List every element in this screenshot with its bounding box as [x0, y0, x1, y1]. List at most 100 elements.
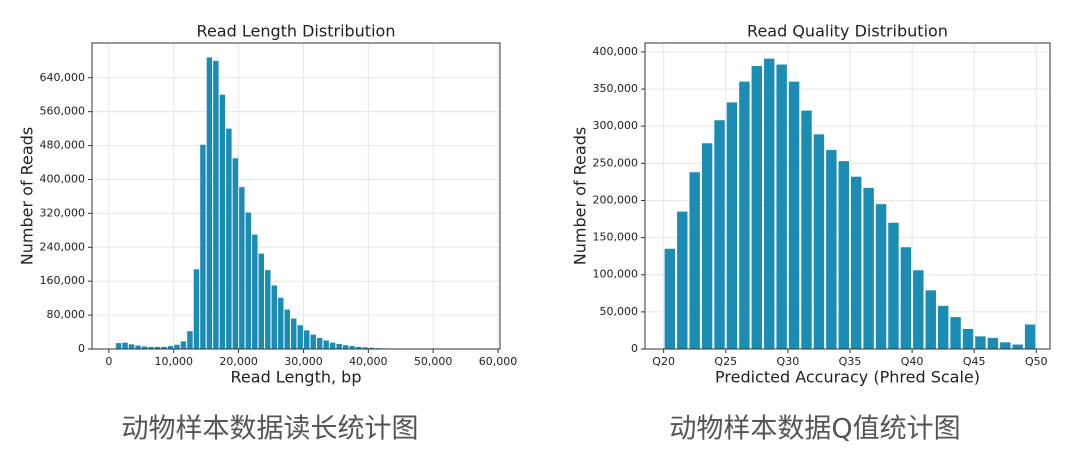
bar: [677, 211, 688, 349]
bar: [200, 144, 206, 349]
bar: [310, 334, 316, 349]
bar: [245, 212, 252, 349]
bar: [291, 318, 297, 349]
y-tick-label: 80,000: [47, 308, 86, 321]
bar: [368, 347, 375, 349]
bar: [239, 187, 245, 349]
x-tick-label: Q40: [901, 355, 924, 368]
y-tick-label: 50,000: [600, 305, 639, 318]
chart-title: Read Length Distribution: [197, 22, 396, 41]
bar: [714, 120, 725, 349]
bar: [1012, 344, 1023, 349]
bar: [987, 337, 999, 349]
bar: [788, 81, 800, 349]
bar: [206, 57, 213, 349]
bar: [252, 234, 258, 349]
y-tick-label: 350,000: [593, 82, 639, 95]
bar: [925, 290, 936, 349]
bar: [316, 337, 323, 349]
bar: [751, 66, 763, 350]
bar: [726, 102, 738, 349]
bar: [303, 330, 310, 349]
bar: [265, 270, 271, 349]
caption: 动物样本数据读长统计图: [122, 414, 419, 445]
bar: [297, 325, 303, 349]
y-axis-label: Number of Reads: [18, 127, 37, 265]
bar: [232, 158, 239, 349]
x-tick-label: 30,000: [284, 355, 323, 368]
y-tick-label: 400,000: [40, 172, 86, 185]
bar: [664, 248, 676, 349]
bar: [962, 328, 974, 349]
bar: [187, 331, 193, 349]
bar: [362, 347, 368, 349]
bar: [213, 60, 219, 350]
x-axis-label: Read Length, bp: [231, 368, 362, 387]
bar: [141, 346, 148, 349]
bar: [349, 346, 355, 349]
y-tick-label: 150,000: [593, 231, 639, 244]
bar: [258, 253, 265, 349]
y-tick-label: 320,000: [40, 206, 86, 219]
y-tick-label: 240,000: [40, 240, 86, 253]
caption: 动物样本数据Q值统计图: [669, 414, 960, 445]
y-tick-label: 560,000: [40, 105, 86, 118]
bar: [826, 149, 837, 349]
bar: [271, 285, 277, 349]
bar: [900, 247, 912, 349]
bar: [284, 309, 290, 349]
bar: [764, 58, 775, 350]
bar: [135, 345, 141, 349]
bar: [850, 176, 862, 349]
bar: [776, 64, 787, 350]
bar: [875, 204, 887, 349]
y-tick-label: 300,000: [593, 119, 639, 132]
bar: [336, 343, 342, 349]
bar: [122, 342, 128, 349]
x-tick-label: Q45: [963, 355, 986, 368]
y-tick-label: 100,000: [593, 268, 639, 281]
bar: [342, 345, 349, 349]
bar: [154, 346, 161, 349]
x-axis-label: Predicted Accuracy (Phred Scale): [715, 368, 980, 387]
bar: [167, 346, 174, 349]
bar: [323, 340, 329, 349]
x-tick-label: Q50: [1025, 355, 1048, 368]
bar: [174, 344, 180, 349]
x-tick-label: Q25: [714, 355, 737, 368]
y-axis-label: Number of Reads: [571, 127, 590, 265]
bar: [355, 346, 362, 349]
bar: [739, 81, 750, 349]
bar: [801, 110, 812, 350]
x-tick-label: 50,000: [414, 355, 453, 368]
y-tick-label: 0: [631, 342, 638, 355]
x-tick-label: 10,000: [154, 355, 193, 368]
x-tick-label: 40,000: [349, 355, 388, 368]
bar: [863, 187, 874, 349]
bar: [278, 297, 284, 349]
bar: [115, 343, 122, 349]
bar: [888, 222, 899, 349]
y-tick-label: 200,000: [593, 193, 639, 206]
x-tick-label: 0: [105, 355, 112, 368]
bar: [148, 346, 154, 349]
bar: [226, 128, 232, 349]
y-tick-label: 160,000: [40, 274, 86, 287]
bar: [913, 270, 924, 349]
bar: [950, 317, 961, 349]
bar: [193, 269, 200, 349]
y-tick-label: 480,000: [40, 139, 86, 152]
bar: [701, 143, 713, 349]
y-tick-label: 400,000: [593, 45, 639, 58]
x-tick-label: Q35: [839, 355, 862, 368]
bar: [975, 336, 986, 349]
bar: [180, 341, 187, 349]
y-tick-label: 0: [78, 342, 85, 355]
bar: [219, 94, 226, 350]
plot-frame: [91, 42, 501, 350]
bar: [838, 161, 849, 349]
plot-frame: [644, 42, 1051, 350]
bar: [937, 305, 949, 349]
bar: [161, 346, 167, 349]
